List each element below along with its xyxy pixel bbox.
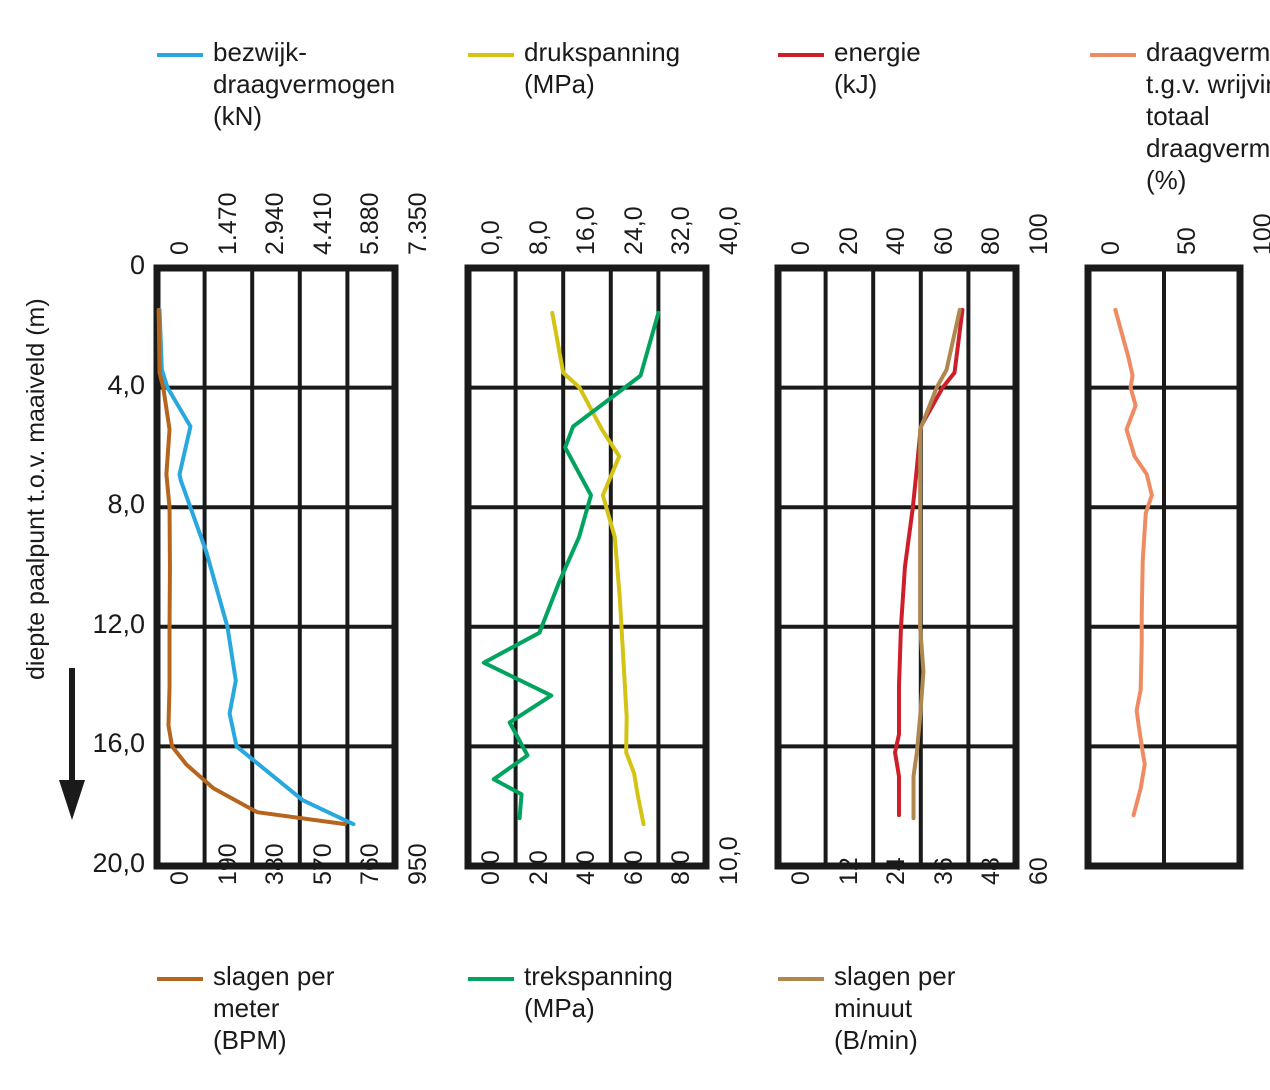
legend-bottom: slagen per meter (BPM) trekspanning (MPa)… bbox=[0, 960, 1270, 1090]
panel-frame bbox=[464, 264, 710, 870]
top-tick-label: 4.410 bbox=[308, 192, 337, 255]
legend-label-bezwijk: bezwijk- draagvermogen (kN) bbox=[213, 37, 396, 131]
y-tick-label: 4,0 bbox=[107, 369, 145, 400]
bottom-tick-label: 12 bbox=[834, 857, 863, 885]
legend-label-drukspanning: drukspanning (MPa) bbox=[524, 37, 681, 99]
top-tick-label: 100 bbox=[1249, 213, 1270, 255]
panel-frame bbox=[153, 264, 399, 870]
bottom-tick-label: 60 bbox=[1025, 857, 1053, 885]
bottom-tick-label: 760 bbox=[356, 843, 385, 885]
legend-bottom-item-slagen_per_minuut: slagen per minuut (B/min) bbox=[778, 960, 955, 1056]
bottom-tick-label: 8,0 bbox=[667, 850, 696, 885]
panel-1 bbox=[153, 264, 399, 870]
bottom-tick-label: 190 bbox=[213, 843, 242, 885]
top-tick-label: 24,0 bbox=[619, 206, 648, 255]
series-line-energie bbox=[893, 307, 965, 818]
top-tick-label: 5.880 bbox=[356, 192, 385, 255]
legend-swatch-slagen_per_minuut bbox=[778, 977, 824, 981]
bottom-tick-label: 0,0 bbox=[477, 850, 505, 885]
bottom-tick-label: 10,0 bbox=[715, 836, 743, 885]
legend-swatch-trekspanning bbox=[468, 977, 514, 981]
legend-swatch-drukspanning bbox=[468, 53, 514, 57]
top-tick-label: 50 bbox=[1173, 227, 1201, 255]
top-tick-label: 8,0 bbox=[524, 220, 553, 255]
bottom-tick-label: 6,0 bbox=[619, 850, 648, 885]
panel-3 bbox=[774, 264, 1020, 870]
bottom-tick-label: 0 bbox=[166, 871, 194, 885]
y-tick-label: 12,0 bbox=[92, 608, 145, 639]
top-tick-label: 7.350 bbox=[404, 192, 432, 255]
bottom-tick-label: 380 bbox=[261, 843, 290, 885]
top-tick-label: 20 bbox=[834, 227, 863, 255]
series-line-trekspanning bbox=[481, 310, 661, 821]
y-tick-label: 8,0 bbox=[107, 489, 145, 520]
y-tick-label: 20,0 bbox=[92, 848, 145, 878]
legend-swatch-bezwijk bbox=[157, 53, 203, 57]
legend-top-item-bezwijk: bezwijk- draagvermogen (kN) bbox=[157, 36, 395, 132]
top-tick-label: 40,0 bbox=[715, 206, 743, 255]
top-tick-label: 60 bbox=[929, 227, 958, 255]
legend-bottom-item-trekspanning: trekspanning (MPa) bbox=[468, 960, 673, 1024]
legend-label-slagen_per_meter: slagen per meter (BPM) bbox=[213, 961, 335, 1055]
bottom-tick-label: 24 bbox=[882, 857, 911, 885]
series-line-drukspanning bbox=[550, 310, 646, 827]
bottom-tick-label: 570 bbox=[308, 843, 337, 885]
bottom-tick-label: 0 bbox=[787, 871, 815, 885]
legend-swatch-energie bbox=[778, 53, 824, 57]
series-line-bezwijk bbox=[157, 307, 356, 827]
y-axis-label: diepte paalpunt t.o.v. maaiveld (m) bbox=[22, 298, 50, 680]
legend-top: bezwijk- draagvermogen (kN) drukspanning … bbox=[0, 36, 1270, 195]
top-tick-label: 0,0 bbox=[477, 220, 505, 255]
top-tick-label: 0 bbox=[166, 241, 194, 255]
legend-top-item-drukspanning: drukspanning (MPa) bbox=[468, 36, 680, 100]
panel-frame bbox=[1084, 264, 1244, 870]
top-tick-label: 16,0 bbox=[572, 206, 601, 255]
series-line-slagen_per_meter bbox=[156, 307, 347, 827]
legend-top-item-energie: energie (kJ) bbox=[778, 36, 921, 100]
top-tick-label: 100 bbox=[1025, 213, 1053, 255]
depth-down-arrow-icon bbox=[59, 668, 85, 820]
top-tick-label: 0 bbox=[1097, 241, 1125, 255]
legend-label-energie: energie (kJ) bbox=[834, 37, 921, 99]
legend-label-slagen_per_minuut: slagen per minuut (B/min) bbox=[834, 961, 956, 1055]
series-line-draagvermogen_wrijving bbox=[1113, 307, 1154, 818]
bottom-tick-label: 4,0 bbox=[572, 850, 601, 885]
panel-4 bbox=[1084, 264, 1244, 870]
top-tick-label: 0 bbox=[787, 241, 815, 255]
legend-swatch-slagen_per_meter bbox=[157, 977, 203, 981]
legend-top-item-draagvermogen_wrijving: draagvermogen t.g.v. wrijving / totaal d… bbox=[1090, 36, 1270, 196]
legend-swatch-draagvermogen_wrijving bbox=[1090, 53, 1136, 57]
top-tick-label: 32,0 bbox=[667, 206, 696, 255]
bottom-tick-label: 36 bbox=[929, 857, 958, 885]
legend-label-draagvermogen_wrijving: draagvermogen t.g.v. wrijving / totaal d… bbox=[1146, 37, 1270, 195]
y-tick-label: 0 bbox=[129, 250, 145, 280]
top-tick-label: 40 bbox=[882, 227, 911, 255]
top-tick-label: 2.940 bbox=[261, 192, 290, 255]
top-tick-label: 1.470 bbox=[213, 192, 242, 255]
y-tick-label: 16,0 bbox=[92, 728, 145, 759]
bottom-tick-label: 2,0 bbox=[524, 850, 553, 885]
top-tick-label: 80 bbox=[977, 227, 1006, 255]
bottom-tick-label: 950 bbox=[404, 843, 432, 885]
series-line-slagen_per_minuut bbox=[911, 307, 962, 821]
legend-bottom-item-slagen_per_meter: slagen per meter (BPM) bbox=[157, 960, 334, 1056]
panel-frame bbox=[774, 264, 1020, 870]
legend-label-trekspanning: trekspanning (MPa) bbox=[524, 961, 673, 1023]
bottom-tick-label: 48 bbox=[977, 857, 1006, 885]
panel-2 bbox=[464, 264, 710, 870]
